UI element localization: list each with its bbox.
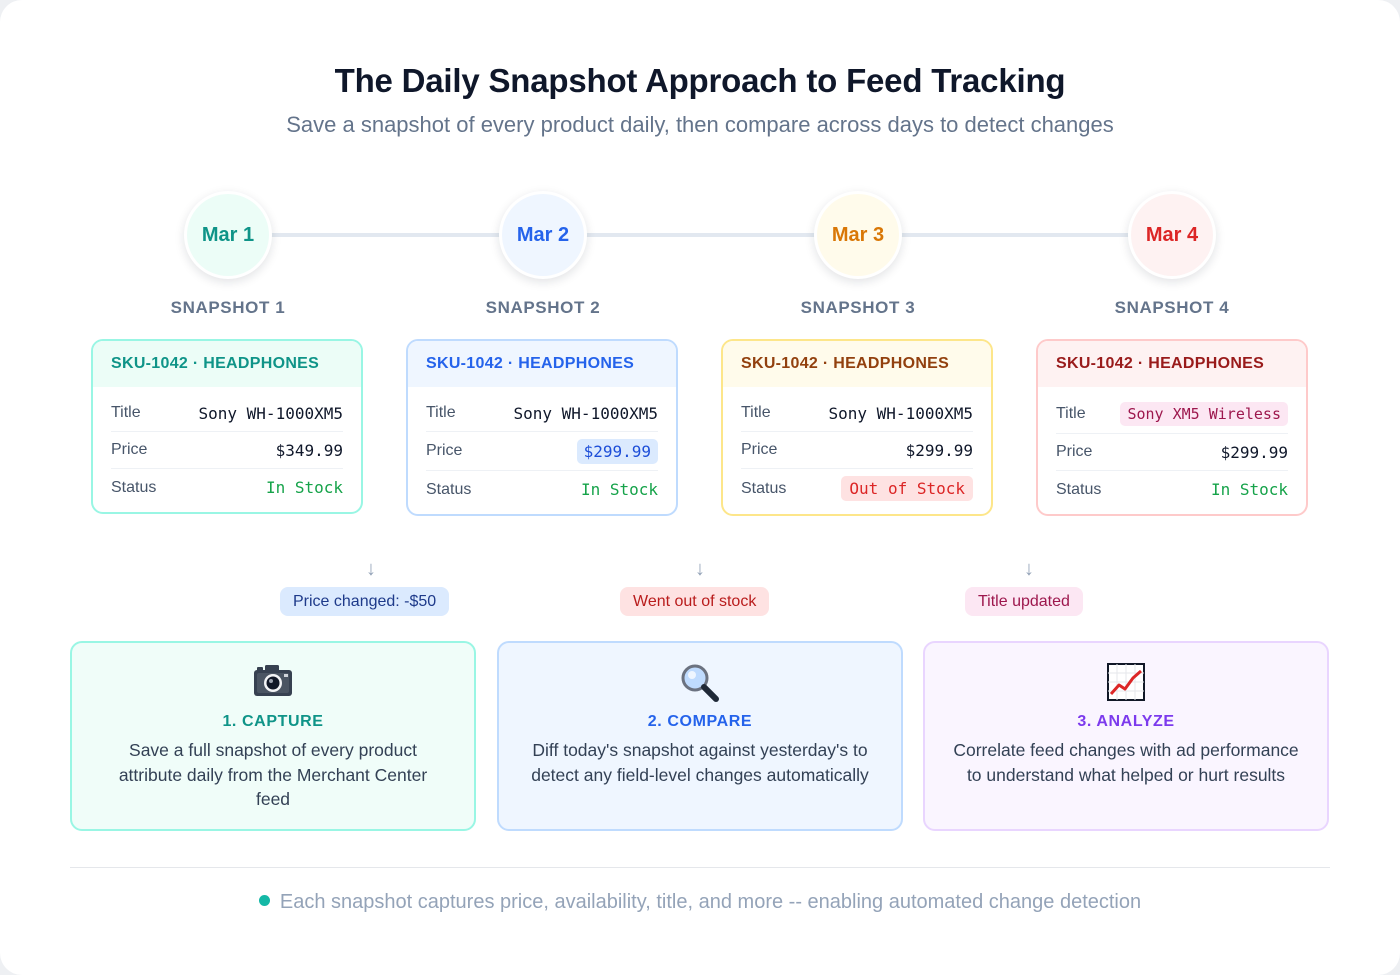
price-row: Price $299.99 (426, 432, 658, 471)
price-row: Price $299.99 (1056, 434, 1288, 471)
title-row: Title Sony WH-1000XM5 (741, 395, 973, 432)
field-label: Title (426, 404, 456, 421)
step-description: Correlate feed changes with ad performan… (953, 740, 1299, 785)
step-title: 1. CAPTURE (222, 713, 324, 730)
divider (70, 867, 1330, 868)
title-value: Sony WH-1000XM5 (198, 403, 344, 423)
field-label: Price (741, 441, 778, 458)
step-title: 2. COMPARE (647, 713, 753, 730)
footer-note: Each snapshot captures price, availabili… (0, 891, 1400, 914)
day-marker-3: Mar 3 (814, 191, 902, 279)
snapshot-label-3: SNAPSHOT 3 (800, 298, 916, 317)
snapshot-card-1: SKU-1042 · HEADPHONES Title Sony WH-1000… (91, 339, 363, 514)
title-value: Sony WH-1000XM5 (513, 403, 659, 423)
field-label: Status (741, 479, 787, 497)
snapshot-card-4: SKU-1042 · HEADPHONES Title Sony XM5 Wir… (1036, 339, 1308, 516)
status-value: In Stock (1210, 480, 1288, 499)
status-value: In Stock (265, 478, 343, 497)
snapshot-label-4: SNAPSHOT 4 (1114, 298, 1230, 317)
page-subtitle: Save a snapshot of every product daily, … (286, 112, 1114, 137)
card-header: SKU-1042 · HEADPHONES (723, 341, 991, 387)
footer-text: Each snapshot captures price, availabili… (279, 891, 1142, 913)
status-row: Status Out of Stock (741, 469, 973, 508)
field-label: Title (741, 404, 771, 421)
timeline-line (228, 233, 1172, 237)
snapshot-label-1: SNAPSHOT 1 (170, 298, 286, 317)
price-row: Price $299.99 (741, 432, 973, 469)
title-row: Title Sony WH-1000XM5 (111, 395, 343, 432)
arrow-down-icon: ↓ (1024, 558, 1034, 580)
day-marker-2: Mar 2 (499, 191, 587, 279)
arrow-down-icon: ↓ (695, 558, 705, 580)
status-row: Status In Stock (111, 469, 343, 506)
snapshot-label-2: SNAPSHOT 2 (485, 298, 601, 317)
day-label: Mar 1 (187, 194, 269, 276)
card-header: SKU-1042 · HEADPHONES (1038, 341, 1306, 387)
price-value: $299.99 (1220, 442, 1288, 462)
field-label: Title (111, 404, 141, 421)
field-label: Price (111, 441, 148, 458)
card-header: SKU-1042 · HEADPHONES (408, 341, 676, 387)
field-label: Price (1056, 443, 1093, 460)
price-value: $299.99 (905, 440, 973, 460)
title-row: Title Sony WH-1000XM5 (426, 395, 658, 432)
step-compare: 2. COMPARE Diff today's snapshot against… (497, 641, 903, 831)
step-description: Diff today's snapshot against yesterday'… (531, 740, 869, 785)
chart-increasing-icon (925, 663, 1327, 701)
price-value: $349.99 (275, 440, 343, 460)
day-label: Mar 3 (817, 194, 899, 276)
price-row: Price $349.99 (111, 432, 343, 469)
step-description: Save a full snapshot of every product at… (118, 740, 428, 809)
status-value-changed: Out of Stock (841, 476, 973, 501)
title-value: Sony WH-1000XM5 (828, 403, 974, 423)
status-value: In Stock (580, 480, 658, 499)
step-capture: 1. CAPTURE Save a full snapshot of every… (70, 641, 476, 831)
status-row: Status In Stock (426, 471, 658, 508)
change-tag-price: Price changed: -$50 (280, 587, 450, 616)
arrow-down-icon: ↓ (366, 558, 376, 580)
day-label: Mar 4 (1131, 194, 1213, 276)
title-row: Title Sony XM5 Wireless (1056, 395, 1288, 434)
field-label: Price (426, 442, 463, 459)
bullet-dot-icon (258, 895, 270, 906)
card-header: SKU-1042 · HEADPHONES (93, 341, 361, 387)
step-title: 3. ANALYZE (1077, 713, 1175, 730)
snapshot-card-3: SKU-1042 · HEADPHONES Title Sony WH-1000… (721, 339, 993, 516)
status-row: Status In Stock (1056, 471, 1288, 508)
field-label: Status (111, 478, 157, 496)
snapshot-card-2: SKU-1042 · HEADPHONES Title Sony WH-1000… (406, 339, 678, 516)
page-title: The Daily Snapshot Approach to Feed Trac… (334, 62, 1066, 99)
change-tag-title: Title updated (965, 587, 1083, 616)
title-value-changed: Sony XM5 Wireless (1120, 402, 1288, 426)
field-label: Status (426, 480, 472, 498)
day-marker-4: Mar 4 (1128, 191, 1216, 279)
camera-icon (72, 663, 474, 697)
day-label: Mar 2 (502, 194, 584, 276)
change-tag-stock: Went out of stock (620, 587, 770, 616)
field-label: Title (1056, 405, 1086, 422)
field-label: Status (1056, 480, 1102, 498)
magnifier-icon (499, 663, 901, 703)
day-marker-1: Mar 1 (184, 191, 272, 279)
step-analyze: 3. ANALYZE Correlate feed changes with a… (923, 641, 1329, 831)
price-value-changed: $299.99 (576, 438, 658, 464)
